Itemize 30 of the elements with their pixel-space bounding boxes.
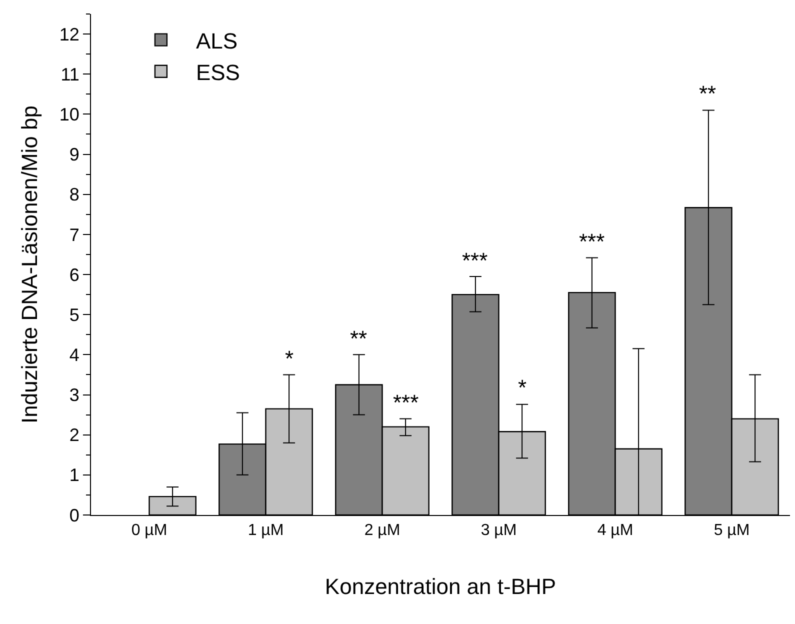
x-tick-label: 1 µM [248, 522, 284, 540]
y-tick-label: 2 [69, 425, 80, 446]
annotation: *** [393, 390, 420, 415]
y-tick-label: 10 [59, 104, 80, 124]
annotation: * [518, 375, 527, 400]
x-tick-label: 5 µM [714, 522, 750, 540]
legend-label: ALS [196, 28, 238, 54]
y-tick-label: 4 [69, 344, 80, 365]
y-tick-label: 12 [59, 24, 80, 44]
y-tick-label: 9 [69, 144, 80, 165]
x-tick-label: 0 µM [131, 522, 168, 540]
x-tick-label: 4 µM [597, 522, 634, 540]
y-tick-label: 5 [69, 304, 80, 325]
y-tick-label: 3 [69, 385, 80, 406]
y-tick-label: 11 [60, 64, 80, 84]
annotation: *** [579, 229, 606, 254]
y-tick-label: 1 [69, 465, 80, 486]
x-tick-label: 3 µM [480, 522, 517, 540]
y-tick-label: 0 [69, 505, 80, 526]
y-tick-label: 8 [69, 184, 80, 205]
legend-label: ESS [196, 60, 240, 85]
annotation: ** [350, 326, 368, 351]
x-axis-title: Konzentration an t-BHP [324, 574, 556, 600]
y-tick-label: 7 [69, 224, 80, 245]
y-tick-label: 6 [69, 264, 80, 285]
x-tick-label: 2 µM [364, 522, 400, 540]
annotation: ** [699, 81, 717, 106]
y-axis-title: Induzierte DNA-Läsionen/Mio bp [17, 106, 42, 424]
annotation: *** [462, 248, 488, 273]
annotation: * [285, 346, 294, 371]
